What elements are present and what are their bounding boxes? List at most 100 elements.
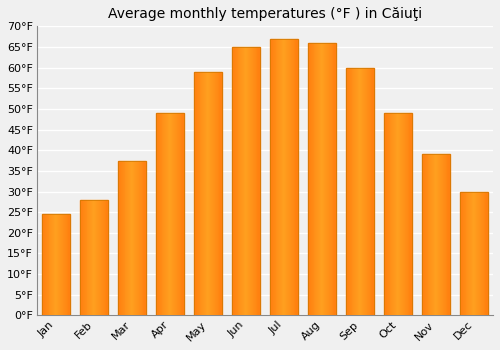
Bar (428, 154, 430, 315)
Bar (242, 47, 243, 315)
Bar (95, 200, 96, 315)
Bar (136, 161, 137, 315)
Bar (247, 47, 248, 315)
Bar (128, 161, 129, 315)
Bar (106, 200, 108, 315)
Bar (132, 161, 133, 315)
Bar (480, 191, 482, 315)
Bar (292, 38, 294, 315)
Bar (319, 43, 320, 315)
Bar (475, 191, 476, 315)
Bar (170, 113, 171, 315)
Bar (476, 191, 477, 315)
Bar (138, 161, 140, 315)
Bar (92, 200, 93, 315)
Bar (287, 38, 288, 315)
Bar (96, 200, 97, 315)
Bar (372, 68, 374, 315)
Bar (80, 200, 81, 315)
Bar (97, 200, 98, 315)
Bar (406, 113, 408, 315)
Bar (243, 47, 244, 315)
Bar (448, 154, 450, 315)
Bar (401, 113, 402, 315)
Bar (52, 214, 54, 315)
Bar (321, 43, 322, 315)
Bar (252, 47, 254, 315)
Bar (205, 72, 206, 315)
Bar (318, 43, 319, 315)
Bar (434, 154, 435, 315)
Bar (63, 214, 64, 315)
Bar (328, 43, 330, 315)
Bar (256, 47, 258, 315)
Bar (348, 68, 350, 315)
Bar (214, 72, 216, 315)
Bar (426, 154, 428, 315)
Bar (474, 191, 475, 315)
Bar (102, 200, 104, 315)
Bar (64, 214, 66, 315)
Bar (248, 47, 249, 315)
Bar (282, 38, 283, 315)
Bar (366, 68, 368, 315)
Bar (246, 47, 247, 315)
Bar (270, 38, 298, 315)
Bar (249, 47, 250, 315)
Bar (82, 200, 84, 315)
Bar (399, 113, 400, 315)
Bar (236, 47, 238, 315)
Bar (90, 200, 92, 315)
Bar (180, 113, 182, 315)
Bar (314, 43, 316, 315)
Bar (370, 68, 372, 315)
Bar (240, 47, 242, 315)
Bar (168, 113, 169, 315)
Bar (182, 113, 184, 315)
Bar (200, 72, 202, 315)
Bar (326, 43, 327, 315)
Bar (134, 161, 135, 315)
Bar (403, 113, 404, 315)
Bar (363, 68, 364, 315)
Bar (462, 191, 464, 315)
Bar (360, 68, 361, 315)
Bar (296, 38, 298, 315)
Bar (286, 38, 287, 315)
Bar (130, 161, 131, 315)
Bar (359, 68, 360, 315)
Bar (44, 214, 46, 315)
Bar (209, 72, 210, 315)
Bar (397, 113, 398, 315)
Bar (60, 214, 61, 315)
Bar (433, 154, 434, 315)
Bar (135, 161, 136, 315)
Bar (98, 200, 99, 315)
Bar (436, 154, 437, 315)
Bar (118, 161, 119, 315)
Bar (384, 113, 385, 315)
Bar (320, 43, 321, 315)
Bar (404, 113, 406, 315)
Bar (48, 214, 50, 315)
Bar (439, 154, 440, 315)
Bar (430, 154, 432, 315)
Bar (309, 43, 310, 315)
Bar (395, 113, 396, 315)
Bar (274, 38, 276, 315)
Bar (362, 68, 363, 315)
Bar (285, 38, 286, 315)
Bar (158, 113, 160, 315)
Bar (325, 43, 326, 315)
Bar (46, 214, 48, 315)
Bar (358, 68, 359, 315)
Bar (61, 214, 62, 315)
Bar (390, 113, 392, 315)
Bar (400, 113, 401, 315)
Bar (281, 38, 282, 315)
Bar (55, 214, 56, 315)
Bar (289, 38, 290, 315)
Bar (198, 72, 200, 315)
Bar (437, 154, 438, 315)
Bar (50, 214, 51, 315)
